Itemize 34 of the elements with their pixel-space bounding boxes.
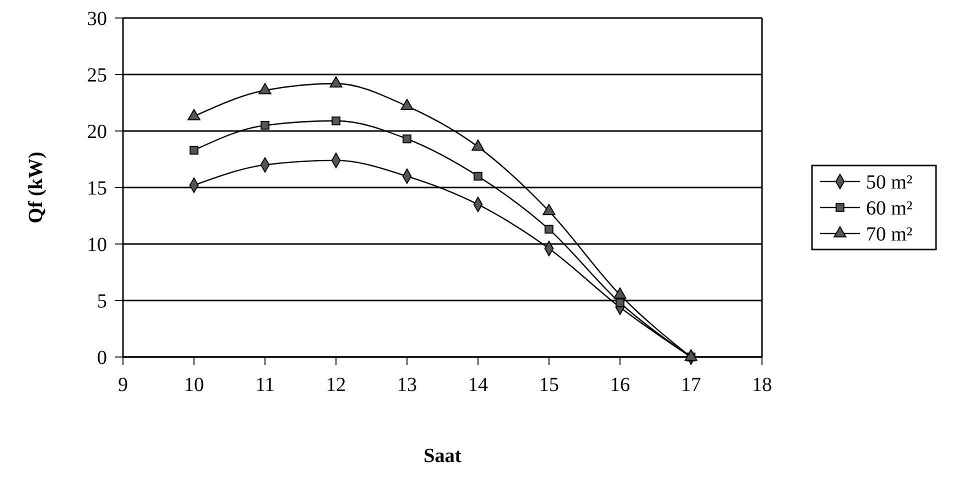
x-tick-label: 11 (255, 374, 275, 396)
y-tick-label: 25 (87, 64, 107, 86)
point (332, 116, 340, 126)
point (258, 83, 272, 94)
point (616, 298, 624, 308)
point (474, 172, 482, 181)
point (402, 134, 412, 144)
x-tick-label: 13 (397, 374, 417, 396)
point (544, 224, 554, 234)
x-tick-label: 15 (539, 374, 559, 396)
y-tick-label: 10 (87, 234, 107, 256)
point (188, 109, 200, 120)
legend-label: 70 m² (866, 224, 913, 246)
x-tick-label: 18 (752, 374, 772, 396)
y-tick-label: 30 (87, 8, 107, 30)
x-tick-label: 17 (681, 374, 701, 396)
x-tick-label: 12 (326, 374, 346, 396)
y-tick-label: 15 (87, 178, 107, 200)
point (400, 98, 414, 110)
x-tick-label: 10 (184, 374, 204, 396)
x-tick-label: 9 (118, 374, 128, 396)
y-tick-label: 5 (97, 290, 107, 312)
point (190, 146, 198, 155)
x-tick-label: 16 (610, 374, 630, 396)
point (330, 76, 342, 88)
point (260, 120, 270, 130)
x-tick-label: 14 (468, 374, 488, 396)
legend-label: 60 m² (866, 198, 913, 220)
legend-label: 50 m² (866, 172, 913, 194)
y-axis-title: Qf (kW) (25, 152, 47, 224)
x-axis-title: Saat (424, 445, 462, 467)
y-tick-label: 0 (97, 347, 107, 369)
point (472, 140, 484, 151)
y-tick-label: 20 (87, 121, 107, 143)
